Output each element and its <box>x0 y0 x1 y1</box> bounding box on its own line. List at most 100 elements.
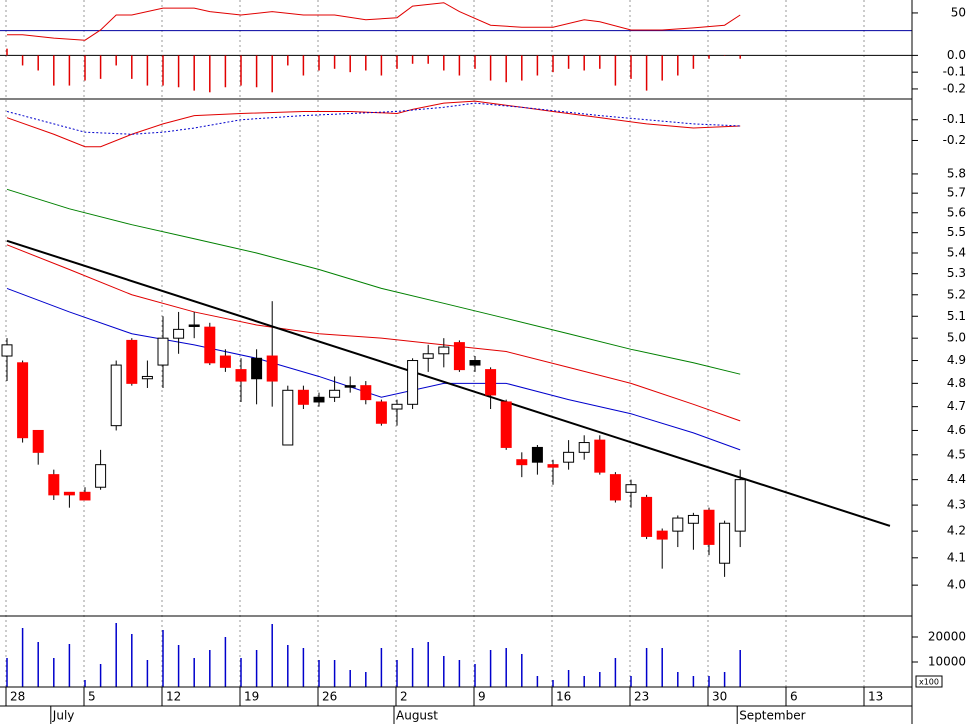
y-tick-label: -0.1 <box>943 65 966 79</box>
candle-body <box>687 514 699 524</box>
candle-body <box>1 344 13 357</box>
volume-bar <box>567 670 570 687</box>
y-tick-label: 20000 <box>928 630 966 644</box>
volume-bar <box>458 660 461 687</box>
candle-body <box>329 389 341 398</box>
histogram-bar <box>365 55 367 71</box>
histogram-bar <box>677 55 679 76</box>
histogram-bar <box>661 55 663 81</box>
volume-bar <box>162 630 164 687</box>
histogram-bar <box>723 55 726 56</box>
candle-body <box>407 360 419 405</box>
histogram-bar <box>287 55 289 66</box>
volume-bar <box>21 628 24 687</box>
histogram-bar <box>53 55 55 86</box>
volume-bar <box>521 654 523 687</box>
x-tick-label: 30 <box>712 690 727 704</box>
y-tick-label: 4.7 <box>947 399 966 413</box>
candle-body <box>703 509 715 545</box>
volume-bar <box>37 642 39 687</box>
candle-body <box>547 464 559 468</box>
histogram-bar <box>37 55 39 71</box>
candle-body <box>313 396 325 403</box>
x-tick-label: 2 <box>400 690 408 704</box>
indicator-line <box>6 287 741 451</box>
candle-body <box>251 357 263 380</box>
indicator-line <box>7 2 741 41</box>
x-tick-label: 16 <box>556 690 571 704</box>
x-tick-label: 6 <box>790 690 798 704</box>
volume-bar <box>115 623 117 687</box>
histogram-bar <box>521 55 523 81</box>
volume-bar <box>474 664 476 687</box>
volume-bar <box>146 660 149 687</box>
candle-body <box>173 328 185 339</box>
volume-bar <box>365 672 367 687</box>
y-tick-label: 4.3 <box>947 498 966 512</box>
indicator-line <box>6 239 891 527</box>
candle-body <box>157 337 169 366</box>
y-tick-label: 4.1 <box>947 550 966 564</box>
histogram-bar <box>380 55 383 76</box>
candle-body <box>204 326 216 364</box>
volume-bar <box>552 680 554 687</box>
y-tick-label: 4.2 <box>947 524 966 538</box>
volume-bar <box>349 670 351 687</box>
histogram-bar <box>333 55 336 69</box>
x-tick-label: 26 <box>322 690 337 704</box>
histogram-bar <box>614 55 617 86</box>
y-tick-label: 10000 <box>928 655 966 669</box>
volume-bar <box>209 650 211 687</box>
volume-bar <box>692 676 695 687</box>
x-tick-label: 28 <box>10 690 25 704</box>
candle-body <box>734 479 746 532</box>
histogram-bar <box>146 55 149 86</box>
indicator-line <box>6 100 741 148</box>
candle-body <box>48 474 60 496</box>
x-tick-label: 13 <box>868 690 883 704</box>
histogram-bar <box>645 55 648 91</box>
candle-body <box>32 429 44 453</box>
y-tick-label: 4.8 <box>947 376 966 390</box>
volume-bar <box>68 644 71 687</box>
candle-body <box>79 491 91 501</box>
histogram-bar <box>692 55 695 69</box>
y-tick-label: 0.0 <box>947 48 966 62</box>
candle-body <box>672 517 684 532</box>
candle-body <box>126 339 138 384</box>
y-tick-label: 5.8 <box>947 166 966 180</box>
y-tick-label: 50 <box>951 5 966 19</box>
histogram-bar <box>6 48 8 56</box>
candle-body <box>469 360 481 366</box>
volume-bar <box>677 672 679 687</box>
histogram-bar <box>271 55 273 93</box>
indicator-line <box>6 102 741 135</box>
indicator-line <box>6 244 741 422</box>
volume-bar <box>396 660 398 687</box>
histogram-bar <box>193 55 195 91</box>
y-tick-label: -0.2 <box>943 133 966 147</box>
volume-bar <box>723 672 726 687</box>
x-tick-label: 5 <box>88 690 96 704</box>
volume-bar <box>302 648 305 687</box>
volume-bar <box>739 650 741 687</box>
month-label: July <box>52 709 75 723</box>
volume-bar <box>599 672 601 687</box>
histogram-bar <box>739 55 741 59</box>
volume-bar <box>505 648 507 687</box>
histogram-bar <box>302 55 305 76</box>
histogram-bar <box>708 55 710 59</box>
candle-body <box>641 496 653 537</box>
y-tick-label: 5.0 <box>947 331 966 345</box>
candle-body <box>625 484 637 493</box>
y-tick-label: 4.4 <box>947 472 966 486</box>
candle-body <box>360 385 372 401</box>
histogram-bar <box>427 55 429 64</box>
y-tick-label: 5.5 <box>947 225 966 239</box>
candle-body <box>563 451 575 463</box>
histogram-bar <box>21 55 24 66</box>
y-tick-label: 5.6 <box>947 205 966 219</box>
histogram-bar <box>567 55 570 69</box>
unit-box <box>915 675 943 688</box>
